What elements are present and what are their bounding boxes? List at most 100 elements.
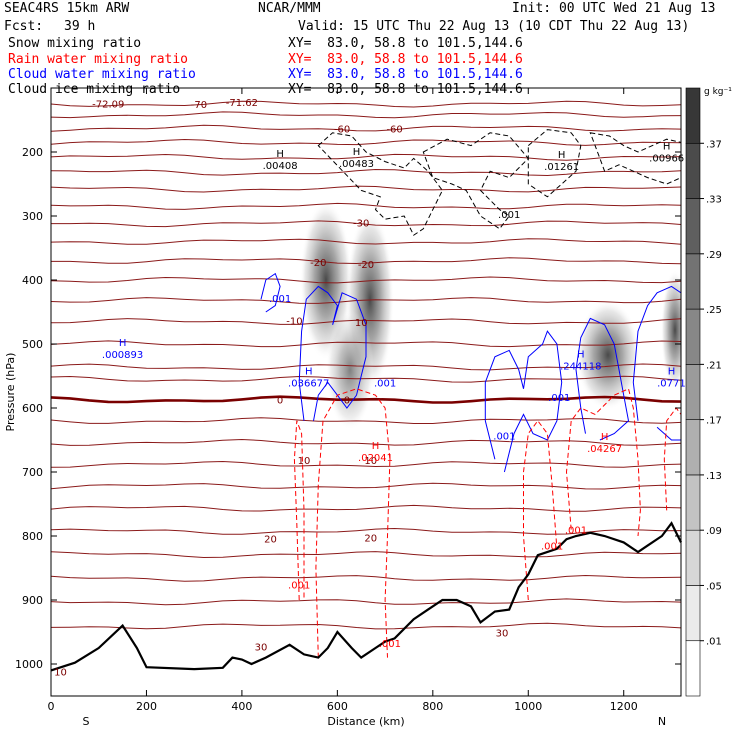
max-value: .00408 [263, 161, 298, 172]
temperature-label: -10 [286, 316, 302, 327]
isotherm [51, 238, 681, 245]
isotherm [51, 551, 681, 559]
cloud-water-contour [484, 330, 563, 473]
y-tick-label: 1000 [15, 658, 43, 671]
isotherm [51, 395, 681, 404]
x-tick-label: 800 [422, 700, 443, 713]
rain-contour [523, 419, 558, 601]
x-tick-label: 600 [327, 700, 348, 713]
y-tick-label: 900 [22, 594, 43, 607]
colorbar-swatch [685, 419, 701, 476]
max-marker: H [601, 432, 609, 443]
isotherm [51, 124, 681, 132]
colorbar-swatch [685, 142, 701, 199]
rain-contour [315, 388, 391, 658]
temperature-label: 20 [264, 535, 277, 546]
max-marker: H [663, 141, 671, 152]
max-value: .036677 [288, 379, 329, 390]
y-tick-label: 400 [22, 274, 43, 287]
rain-contours [293, 388, 681, 658]
cloud-water-contour [632, 285, 681, 441]
x-tick-label: 200 [136, 700, 157, 713]
temperature-label: -20 [358, 260, 374, 271]
colorbar-swatch [685, 198, 701, 255]
isotherm [51, 168, 681, 177]
snow-blob [576, 300, 640, 410]
colorbar-label: .01 [706, 637, 722, 648]
snow-shading [300, 200, 681, 430]
temperature-label: 0 [344, 396, 350, 407]
x-tick-label: 0 [48, 700, 55, 713]
cloud-water-contour [260, 272, 281, 313]
isotherm [51, 482, 681, 490]
cloud-water-contour [575, 317, 630, 441]
isotherm [51, 276, 681, 284]
temperature-label: 10 [355, 318, 368, 329]
max-value: .00966 [649, 153, 684, 164]
isotherm [51, 111, 681, 119]
isotherm [51, 318, 681, 325]
fcst-value: 39 h [64, 19, 96, 34]
isotherm [51, 138, 681, 146]
fcst-label: Fcst: [4, 19, 44, 34]
model-label: SEAC4RS 15km ARW [4, 1, 130, 16]
contour-value-label: .001 [565, 526, 587, 537]
max-value: .01261 [544, 162, 579, 173]
temperature-label: -60 [386, 124, 402, 135]
y-tick-label: 300 [22, 210, 43, 223]
field-xy-cloud-ice: XY= 83.0, 58.8 to 101.5,144.6 [288, 82, 523, 97]
temperature-label: -72.09 [92, 99, 124, 110]
colorbar-label: .33 [706, 195, 722, 206]
max-marker: H [372, 441, 380, 452]
colorbar-label: .05 [706, 581, 722, 592]
x-tick-label: 400 [231, 700, 252, 713]
terrain [50, 521, 682, 672]
max-marker: H [668, 367, 676, 378]
isotherm [51, 257, 681, 265]
contour-value-label: .001 [374, 378, 396, 389]
temperature-label: -60 [334, 124, 350, 135]
temperature-label: -71.62 [226, 98, 258, 109]
colorbar-swatch [685, 364, 701, 420]
rain-contour [663, 407, 681, 511]
isotherm [51, 622, 681, 630]
colorbar-swatch [685, 585, 701, 642]
x-axis: 0 200 400 600 800 1000 1200 [48, 88, 638, 713]
contour-value-label: .001 [548, 393, 570, 404]
colorbar-label: .37 [706, 139, 722, 150]
temperature-label: 10 [364, 456, 377, 467]
field-xy-snow: XY= 83.0, 58.8 to 101.5,144.6 [288, 36, 523, 51]
temperature-label: 20 [364, 533, 377, 544]
isotherm [51, 153, 681, 161]
colorbar-label: .29 [706, 250, 722, 261]
field-xy-rain: XY= 83.0, 58.8 to 101.5,144.6 [288, 52, 523, 67]
colorbar-swatch [685, 640, 701, 697]
temperature-label: 30 [496, 629, 509, 640]
y-tick-label: 500 [22, 338, 43, 351]
isotherm [51, 220, 681, 228]
isotherm [51, 297, 681, 304]
y-axis-label: Pressure (hPa) [4, 353, 17, 432]
colorbar-label: .13 [706, 471, 722, 482]
plot-frame [50, 87, 682, 697]
cloud-ice-contour [527, 129, 582, 198]
colorbar-label: .25 [706, 305, 722, 316]
colorbar-label: .17 [706, 416, 722, 427]
max-marker: H [119, 338, 127, 349]
valid-label: Valid: 15 UTC Thu 22 Aug 13 (10 CDT Thu … [298, 19, 690, 34]
temperature-label: 0 [277, 396, 283, 407]
isotherm [51, 417, 681, 424]
contour-value-label: .001 [379, 639, 401, 650]
isotherm [51, 185, 681, 193]
colorbar-swatch [685, 474, 701, 531]
contour-labels: -72.09 -70 -71.62 -60 -60 -30 -20 -20 -10 10 0 0 10 1… [54, 98, 686, 679]
colorbar-swatch [685, 253, 701, 310]
y-tick-label: 200 [22, 146, 43, 159]
isotherm [51, 460, 681, 468]
x-axis-label: Distance (km) [327, 715, 404, 728]
field-name-cloud-water: Cloud water mixing ratio [8, 67, 196, 82]
org-label: NCAR/MMM [258, 1, 321, 16]
temperature-label: 10 [54, 668, 67, 679]
